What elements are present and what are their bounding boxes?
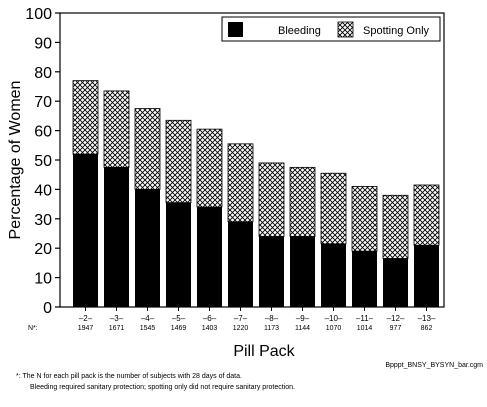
bar-bleeding (259, 236, 284, 307)
x-tick-label: –11– (356, 314, 374, 323)
legend: Bleeding Spotting Only (221, 16, 441, 42)
bar-bleeding (166, 202, 191, 307)
legend-label-bleeding: Bleeding (278, 25, 321, 37)
bar-spotting (382, 194, 409, 259)
x-tick-label: –7– (234, 314, 248, 323)
bar-bleeding (197, 207, 222, 307)
footnote-line-2: Bleeding required sanitary protection; s… (30, 384, 295, 391)
x-tick-label: –6– (203, 314, 217, 323)
bar-bleeding (135, 189, 160, 307)
footnote-line-1: *: The N for each pill pack is the numbe… (16, 373, 242, 380)
x-tick-label: –13– (418, 314, 436, 323)
n-value-label: 1403 (202, 325, 218, 332)
y-tick-label: 20 (34, 241, 52, 258)
y-tick-label: 70 (34, 94, 52, 111)
x-tick-label: –10– (325, 314, 343, 323)
y-tick-label: 60 (34, 124, 52, 141)
bar-bleeding (414, 245, 439, 307)
n-value-label: 1220 (233, 325, 249, 332)
x-tick-label: –8– (265, 314, 279, 323)
x-tick-label: –12– (387, 314, 405, 323)
n-value-label: 1144 (295, 325, 310, 332)
y-axis: 0 10 20 30 40 50 60 70 80 90 100 (25, 6, 60, 317)
bar-spotting (165, 119, 192, 204)
n-value-label: 862 (421, 325, 433, 332)
y-tick-label: 100 (25, 6, 52, 23)
y-tick-label: 80 (34, 65, 52, 82)
n-row-label: N*: (28, 325, 38, 332)
x-tick-label: –5– (172, 314, 186, 323)
n-value-label: 1671 (109, 325, 125, 332)
source-filename: Bpppt_BNSY_BYSYN_bar.cgm (385, 362, 483, 369)
y-tick-label: 30 (34, 212, 52, 229)
x-tick-label: –4– (141, 314, 155, 323)
bar-bleeding (228, 221, 253, 307)
bar-bleeding (352, 251, 377, 307)
x-tick-label: –2– (79, 314, 93, 323)
n-value-label: 977 (390, 325, 402, 332)
y-tick-label: 50 (34, 153, 52, 170)
bar-spotting (72, 80, 99, 155)
y-tick-label: 10 (34, 271, 52, 288)
bar-spotting (134, 108, 161, 190)
y-axis-title: Percentage of Women (7, 81, 24, 240)
n-value-label: 1947 (78, 325, 94, 332)
bar-spotting (413, 184, 440, 246)
x-tick-label: –3– (110, 314, 124, 323)
y-tick-label: 90 (34, 35, 52, 52)
bars (72, 80, 440, 307)
x-tick-label: –9– (296, 314, 310, 323)
bar-spotting (258, 162, 285, 237)
bar-bleeding (73, 154, 98, 307)
n-value-label: 1014 (357, 325, 373, 332)
bar-spotting (103, 90, 130, 168)
x-axis: –2– 1947 –3– 1671 –4– 1545 –5– 1469 –6– 1403 –7– 12… (78, 307, 436, 332)
bar-bleeding (321, 243, 346, 307)
bar-spotting (227, 143, 254, 223)
legend-swatch-spotting (337, 21, 354, 38)
y-tick-label: 40 (34, 182, 52, 199)
bar-bleeding (290, 236, 315, 307)
legend-label-spotting: Spotting Only (363, 25, 430, 37)
legend-box (221, 16, 441, 42)
bar-spotting (196, 128, 223, 208)
x-axis-title: Pill Pack (233, 343, 295, 360)
bar-spotting (289, 166, 316, 237)
n-value-label: 1469 (171, 325, 187, 332)
bar-bleeding (383, 258, 408, 307)
bar-bleeding (104, 167, 129, 307)
n-value-label: 1070 (326, 325, 342, 332)
n-value-label: 1545 (140, 325, 156, 332)
bar-spotting (351, 186, 378, 252)
n-value-label: 1173 (264, 325, 279, 332)
y-tick-label: 0 (43, 300, 52, 317)
bar-spotting (320, 172, 347, 245)
legend-swatch-bleeding (228, 22, 243, 37)
